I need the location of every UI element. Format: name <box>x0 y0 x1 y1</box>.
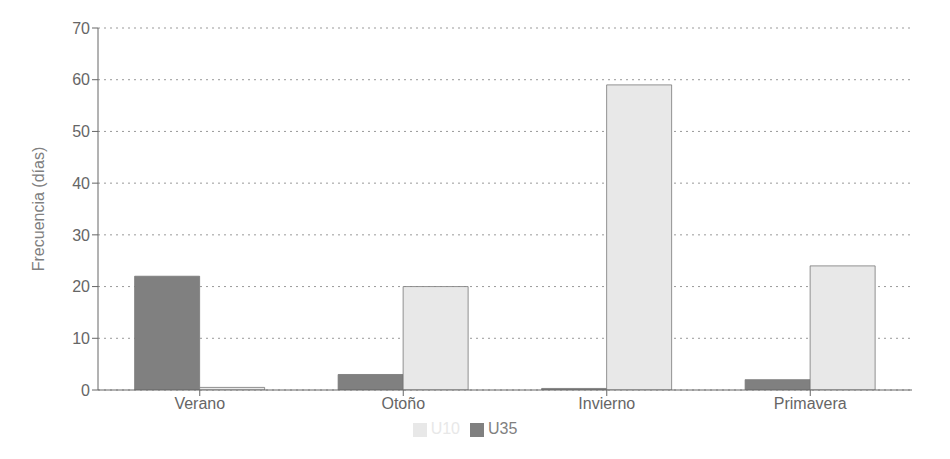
svg-text:Frecuencia (días): Frecuencia (días) <box>30 147 47 272</box>
svg-text:20: 20 <box>72 278 90 295</box>
svg-text:Verano: Verano <box>174 395 225 412</box>
svg-text:0: 0 <box>81 382 90 399</box>
svg-text:Invierno: Invierno <box>578 395 635 412</box>
html-text:U35: U35 <box>488 420 518 437</box>
svg-text:10: 10 <box>72 330 90 347</box>
svg-text:60: 60 <box>72 71 90 88</box>
svg-text:Primavera: Primavera <box>774 395 847 412</box>
svg-text:30: 30 <box>72 227 90 244</box>
svg-text:Otoño: Otoño <box>381 395 425 412</box>
svg-text:70: 70 <box>72 20 90 37</box>
svg-text:40: 40 <box>72 175 90 192</box>
svg-text:50: 50 <box>72 123 90 140</box>
html-text:U10: U10 <box>430 420 460 437</box>
